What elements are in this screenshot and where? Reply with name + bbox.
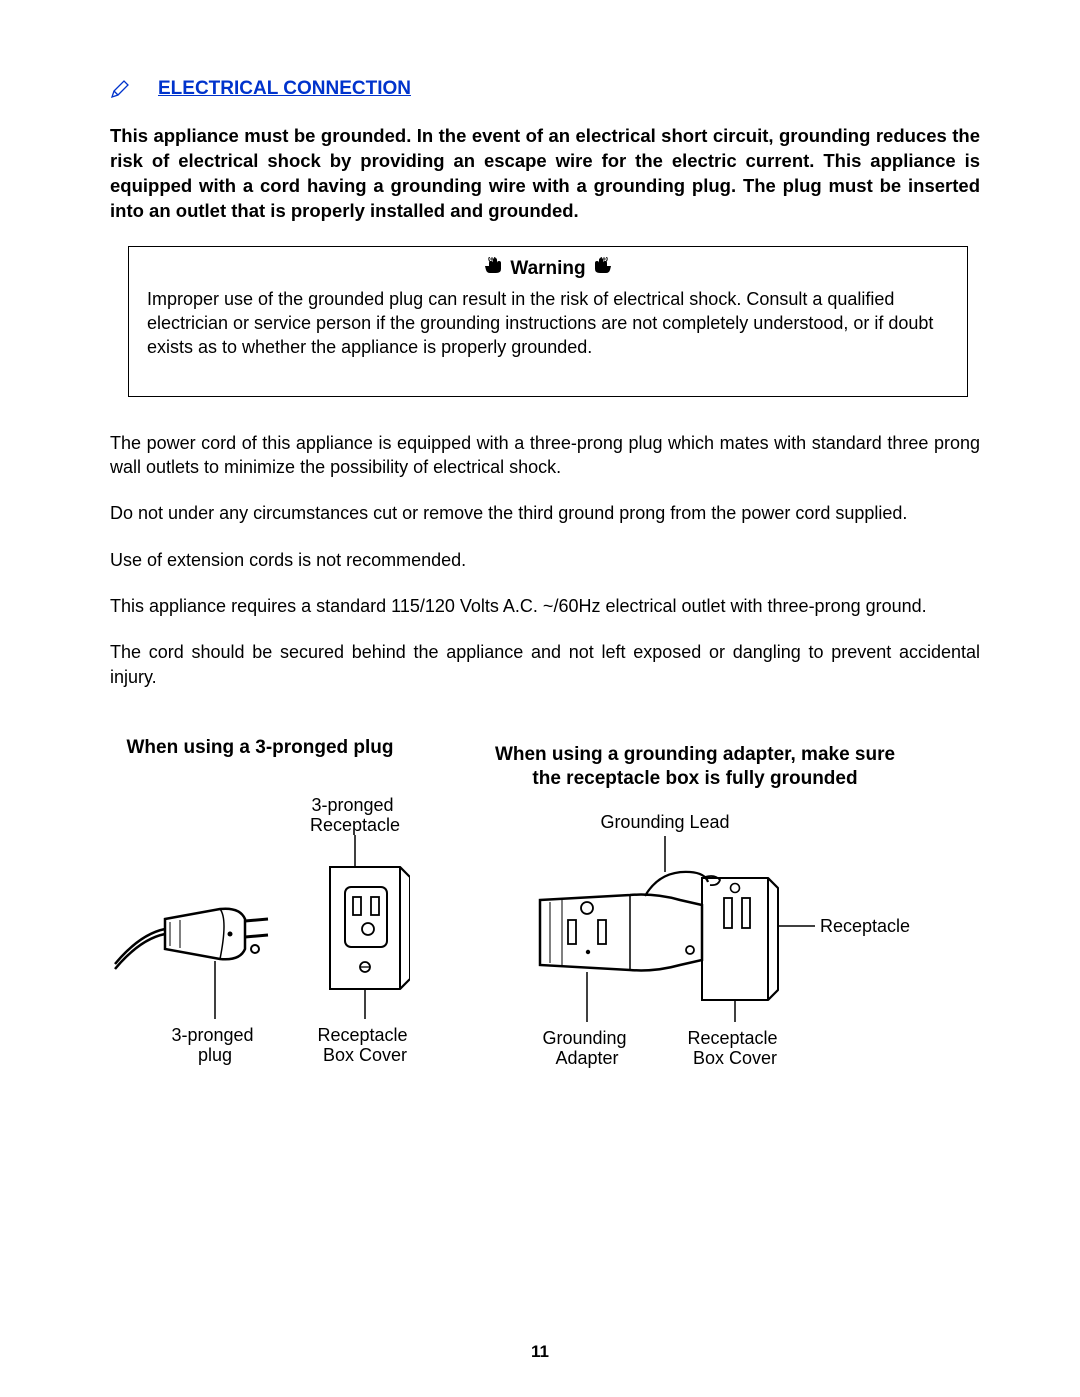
wall-plate-right-icon — [702, 878, 778, 1000]
section-heading-row: ELECTRICAL CONNECTION — [110, 78, 980, 100]
paragraph-5: The cord should be secured behind the ap… — [110, 640, 980, 689]
hand-left-icon — [483, 257, 505, 281]
wall-plate-icon — [330, 867, 410, 989]
hand-right-icon — [591, 257, 613, 281]
paragraph-2: Do not under any circumstances cut or re… — [110, 501, 980, 525]
label-receptacle-right: Receptacle — [820, 916, 910, 936]
grounding-adapter-icon — [540, 872, 720, 971]
label-boxcover-bottom-right: Receptacle Box Cover — [687, 1028, 782, 1068]
intro-paragraph: This appliance must be grounded. In the … — [110, 124, 980, 224]
diagram-right: When using a grounding adapter, make sur… — [480, 737, 910, 1081]
label-boxcover-bottom: Receptacle Box Cover — [317, 1025, 410, 1065]
warning-title: Warning — [510, 258, 585, 279]
paragraph-1: The power cord of this appliance is equi… — [110, 431, 980, 480]
warning-body: Improper use of the grounded plug can re… — [147, 287, 949, 360]
warning-title-row: Warning — [147, 257, 949, 281]
label-plug-bottom: 3-pronged plug — [171, 1025, 258, 1065]
diagram-left-title: When using a 3-pronged plug — [110, 737, 410, 759]
diagram-right-svg: Grounding Lead Receptacle — [480, 800, 910, 1080]
pencil-icon — [110, 79, 130, 99]
warning-box: Warning Improper use of the grounded plu… — [128, 246, 968, 397]
label-receptacle-top: 3-pronged Receptacle — [310, 795, 400, 835]
document-page: ELECTRICAL CONNECTION This appliance mus… — [0, 0, 1080, 1397]
diagram-area: When using a 3-pronged plug 3-pronged Re… — [110, 737, 980, 1081]
paragraph-4: This appliance requires a standard 115/1… — [110, 594, 980, 618]
diagram-left-svg: 3-pronged Receptacle — [110, 769, 410, 1069]
label-adapter-bottom: Grounding Adapter — [542, 1028, 631, 1068]
diagram-left: When using a 3-pronged plug 3-pronged Re… — [110, 737, 410, 1081]
paragraph-3: Use of extension cords is not recommende… — [110, 548, 980, 572]
label-grounding-lead: Grounding Lead — [600, 812, 729, 832]
section-heading: ELECTRICAL CONNECTION — [158, 78, 411, 100]
diagram-right-title: When using a grounding adapter, make sur… — [480, 743, 910, 791]
plug-icon — [115, 909, 268, 969]
page-number: 11 — [0, 1342, 1080, 1362]
